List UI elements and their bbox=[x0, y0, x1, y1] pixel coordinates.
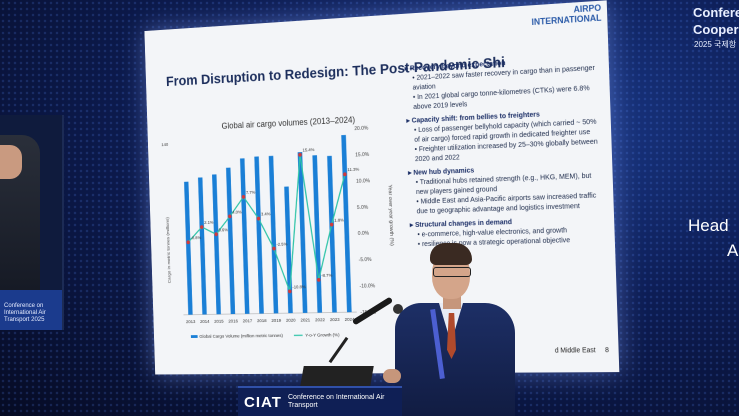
x-tick-label: 2014 bbox=[200, 319, 210, 325]
bar bbox=[254, 156, 264, 313]
wall-title: Conferen Coopera bbox=[693, 4, 739, 38]
bar bbox=[284, 187, 293, 314]
wall-title-line1: Conferen bbox=[693, 4, 739, 21]
data-label: 2.1% bbox=[204, 220, 213, 225]
y2-axis-label: Year over year growth (%) bbox=[387, 184, 395, 246]
bar bbox=[226, 168, 235, 314]
bar bbox=[184, 182, 193, 315]
data-label: 4.0% bbox=[232, 209, 241, 214]
data-label: 15.4% bbox=[302, 147, 314, 153]
wall-letter: A bbox=[727, 241, 738, 261]
data-label: 3.4% bbox=[261, 211, 271, 216]
podium-logo: CIAT bbox=[244, 394, 282, 411]
cargo-chart: 140 Cargo in metric tonnes (millions) 20.0… bbox=[159, 119, 401, 357]
podium-text: Conference on International Air Transpor… bbox=[288, 394, 402, 410]
bar bbox=[312, 155, 322, 313]
y2-tick-label: 15.0% bbox=[355, 152, 369, 159]
data-label: 0.6% bbox=[218, 227, 227, 232]
y2-tick-label: 10.0% bbox=[356, 178, 370, 185]
data-label: -0.8% bbox=[190, 235, 201, 240]
x-tick-label: 2017 bbox=[243, 318, 253, 324]
bar bbox=[327, 156, 337, 313]
y2-tick-label: -10.0% bbox=[359, 283, 375, 289]
legend-label-volume: Global Cargo Volume (million metric tonn… bbox=[199, 333, 283, 340]
speaker-hair bbox=[430, 243, 472, 265]
podium: CIAT Conference on International Air Tra… bbox=[238, 386, 402, 416]
slide-footer: d Middle East 8 bbox=[555, 347, 609, 354]
laptop bbox=[300, 366, 374, 386]
side-monitor: Conference on International Air Transpor… bbox=[0, 115, 64, 330]
speaker bbox=[385, 243, 535, 416]
footer-fragment: d Middle East bbox=[555, 347, 596, 354]
x-tick-label: 2018 bbox=[257, 318, 267, 324]
y-tick-label: 140 bbox=[161, 142, 168, 148]
wall-subtitle: 2025 국제항 bbox=[694, 39, 736, 50]
data-label: 11.3% bbox=[347, 167, 359, 173]
slide-brand: AIRPO INTERNATIONAL bbox=[531, 3, 601, 27]
x-tick-label: 2023 bbox=[330, 317, 340, 323]
data-label: 1.8% bbox=[334, 217, 344, 222]
x-tick-label: 2019 bbox=[271, 318, 281, 324]
bar bbox=[198, 177, 207, 314]
bar bbox=[212, 174, 221, 314]
x-tick-label: 2013 bbox=[186, 319, 196, 325]
x-tick-label: 2021 bbox=[300, 317, 310, 323]
bar bbox=[240, 158, 249, 314]
slide-notes: ▸ Recovery beyond expectation • 2021–2022… bbox=[404, 49, 603, 249]
y-axis-label: Cargo in metric tonnes (millions) bbox=[165, 217, 172, 284]
y2-tick-label: 20.0% bbox=[354, 125, 368, 132]
data-label: -8.7% bbox=[321, 273, 332, 278]
legend-swatch-volume bbox=[191, 335, 198, 338]
presentation-slide: AIRPO INTERNATIONAL From Disruption to R… bbox=[144, 0, 619, 374]
y2-tick-label: 5.0% bbox=[357, 204, 369, 210]
y2-tick-label: -5.0% bbox=[359, 257, 372, 263]
x-tick-label: 2020 bbox=[286, 318, 296, 324]
side-face bbox=[0, 145, 22, 179]
data-label: 7.7% bbox=[246, 190, 256, 195]
y2-tick-label: 0.0% bbox=[358, 231, 370, 237]
x-tick-label: 2015 bbox=[214, 319, 224, 325]
bar bbox=[269, 156, 279, 314]
wall-title-line2: Coopera bbox=[693, 21, 739, 38]
wall-heading: Head bbox=[688, 216, 729, 236]
speaker-glasses bbox=[433, 267, 471, 277]
side-banner: Conference on International Air Transpor… bbox=[0, 290, 62, 330]
x-axis-line bbox=[183, 312, 356, 315]
page-number: 8 bbox=[605, 347, 609, 354]
data-label: -10.8% bbox=[292, 284, 305, 289]
legend-label-growth: Y-o-Y Growth (%) bbox=[305, 332, 340, 338]
speaker-hand bbox=[383, 369, 401, 383]
bar bbox=[341, 135, 351, 312]
x-tick-label: 2016 bbox=[228, 318, 238, 324]
x-tick-label: 2022 bbox=[315, 317, 325, 323]
side-banner-text: Conference on International Air Transpor… bbox=[4, 303, 60, 324]
data-label: -2.5% bbox=[276, 241, 287, 246]
